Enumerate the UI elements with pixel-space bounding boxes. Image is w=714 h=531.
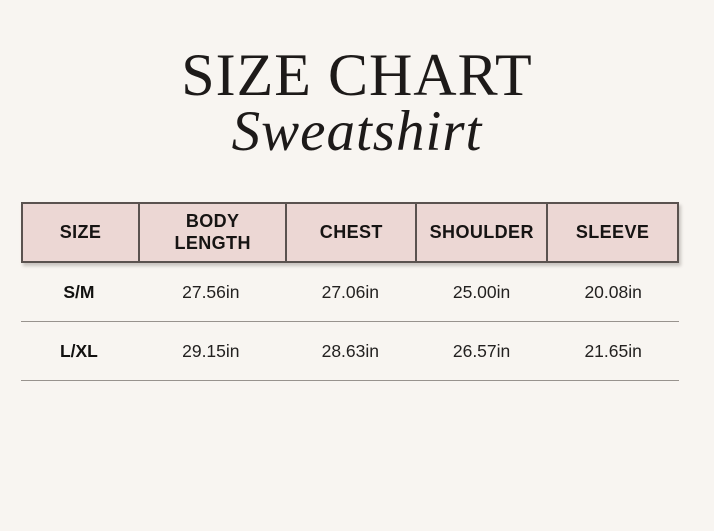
size-chart-table: SIZE BODY LENGTH CHEST SHOULDER SLEEVE S… bbox=[21, 202, 679, 381]
column-header-label: SHOULDER bbox=[429, 222, 534, 242]
title-block: SIZE CHART Sweatshirt bbox=[0, 0, 714, 163]
cell-size: S/M bbox=[63, 281, 95, 302]
column-header-label: CHEST bbox=[319, 222, 383, 242]
cell-shoulder: 25.00in bbox=[452, 281, 511, 302]
cell-chest: 27.06in bbox=[321, 281, 380, 302]
column-header-chest: CHEST bbox=[285, 204, 415, 261]
page-title: SIZE CHART bbox=[181, 42, 533, 108]
cell-shoulder: 26.57in bbox=[452, 340, 511, 361]
cell-size: L/XL bbox=[59, 340, 98, 361]
table-header-row: SIZE BODY LENGTH CHEST SHOULDER SLEEVE bbox=[21, 202, 679, 263]
column-header-label: SIZE bbox=[59, 222, 102, 242]
cell-sleeve: 21.65in bbox=[584, 340, 642, 361]
table-row: S/M 27.56in 27.06in 25.00in 20.08in bbox=[21, 263, 679, 322]
column-header-size: SIZE bbox=[23, 204, 138, 261]
cell-body-length: 27.56in bbox=[182, 281, 240, 302]
cell-chest: 28.63in bbox=[321, 340, 380, 361]
column-header-sleeve: SLEEVE bbox=[546, 204, 677, 261]
page-subtitle-script: Sweatshirt bbox=[231, 100, 483, 163]
table-row: L/XL 29.15in 28.63in 26.57in 21.65in bbox=[21, 322, 679, 381]
column-header-label: SLEEVE bbox=[575, 222, 650, 242]
column-header-label: BODY LENGTH bbox=[174, 210, 251, 253]
cell-body-length: 29.15in bbox=[182, 340, 240, 361]
column-header-body-length: BODY LENGTH bbox=[138, 204, 285, 261]
column-header-shoulder: SHOULDER bbox=[415, 204, 546, 261]
cell-sleeve: 20.08in bbox=[584, 281, 642, 302]
